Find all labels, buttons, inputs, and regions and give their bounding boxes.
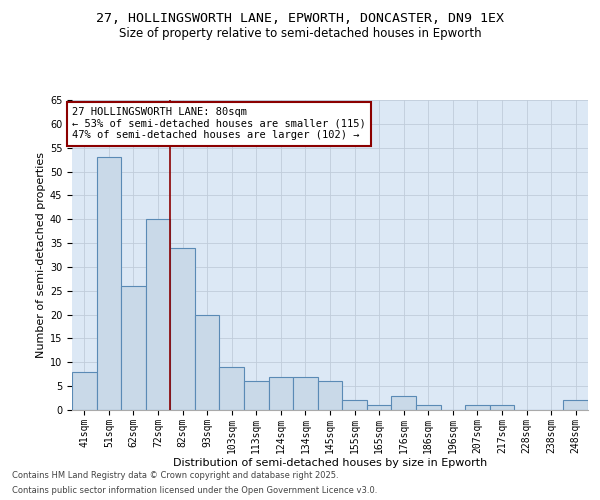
- Bar: [563, 400, 588, 410]
- Bar: [97, 157, 121, 410]
- Y-axis label: Number of semi-detached properties: Number of semi-detached properties: [35, 152, 46, 358]
- Bar: [367, 405, 391, 410]
- Bar: [342, 400, 367, 410]
- Text: Contains public sector information licensed under the Open Government Licence v3: Contains public sector information licen…: [12, 486, 377, 495]
- Bar: [391, 396, 416, 410]
- Bar: [318, 382, 342, 410]
- Text: 27 HOLLINGSWORTH LANE: 80sqm
← 53% of semi-detached houses are smaller (115)
47%: 27 HOLLINGSWORTH LANE: 80sqm ← 53% of se…: [73, 107, 366, 140]
- Bar: [465, 405, 490, 410]
- Text: Size of property relative to semi-detached houses in Epworth: Size of property relative to semi-detach…: [119, 28, 481, 40]
- Bar: [121, 286, 146, 410]
- X-axis label: Distribution of semi-detached houses by size in Epworth: Distribution of semi-detached houses by …: [173, 458, 487, 468]
- Bar: [244, 382, 269, 410]
- Bar: [293, 376, 318, 410]
- Bar: [269, 376, 293, 410]
- Bar: [416, 405, 440, 410]
- Bar: [146, 219, 170, 410]
- Bar: [490, 405, 514, 410]
- Bar: [72, 372, 97, 410]
- Bar: [170, 248, 195, 410]
- Bar: [220, 367, 244, 410]
- Bar: [195, 314, 220, 410]
- Text: Contains HM Land Registry data © Crown copyright and database right 2025.: Contains HM Land Registry data © Crown c…: [12, 471, 338, 480]
- Text: 27, HOLLINGSWORTH LANE, EPWORTH, DONCASTER, DN9 1EX: 27, HOLLINGSWORTH LANE, EPWORTH, DONCAST…: [96, 12, 504, 26]
